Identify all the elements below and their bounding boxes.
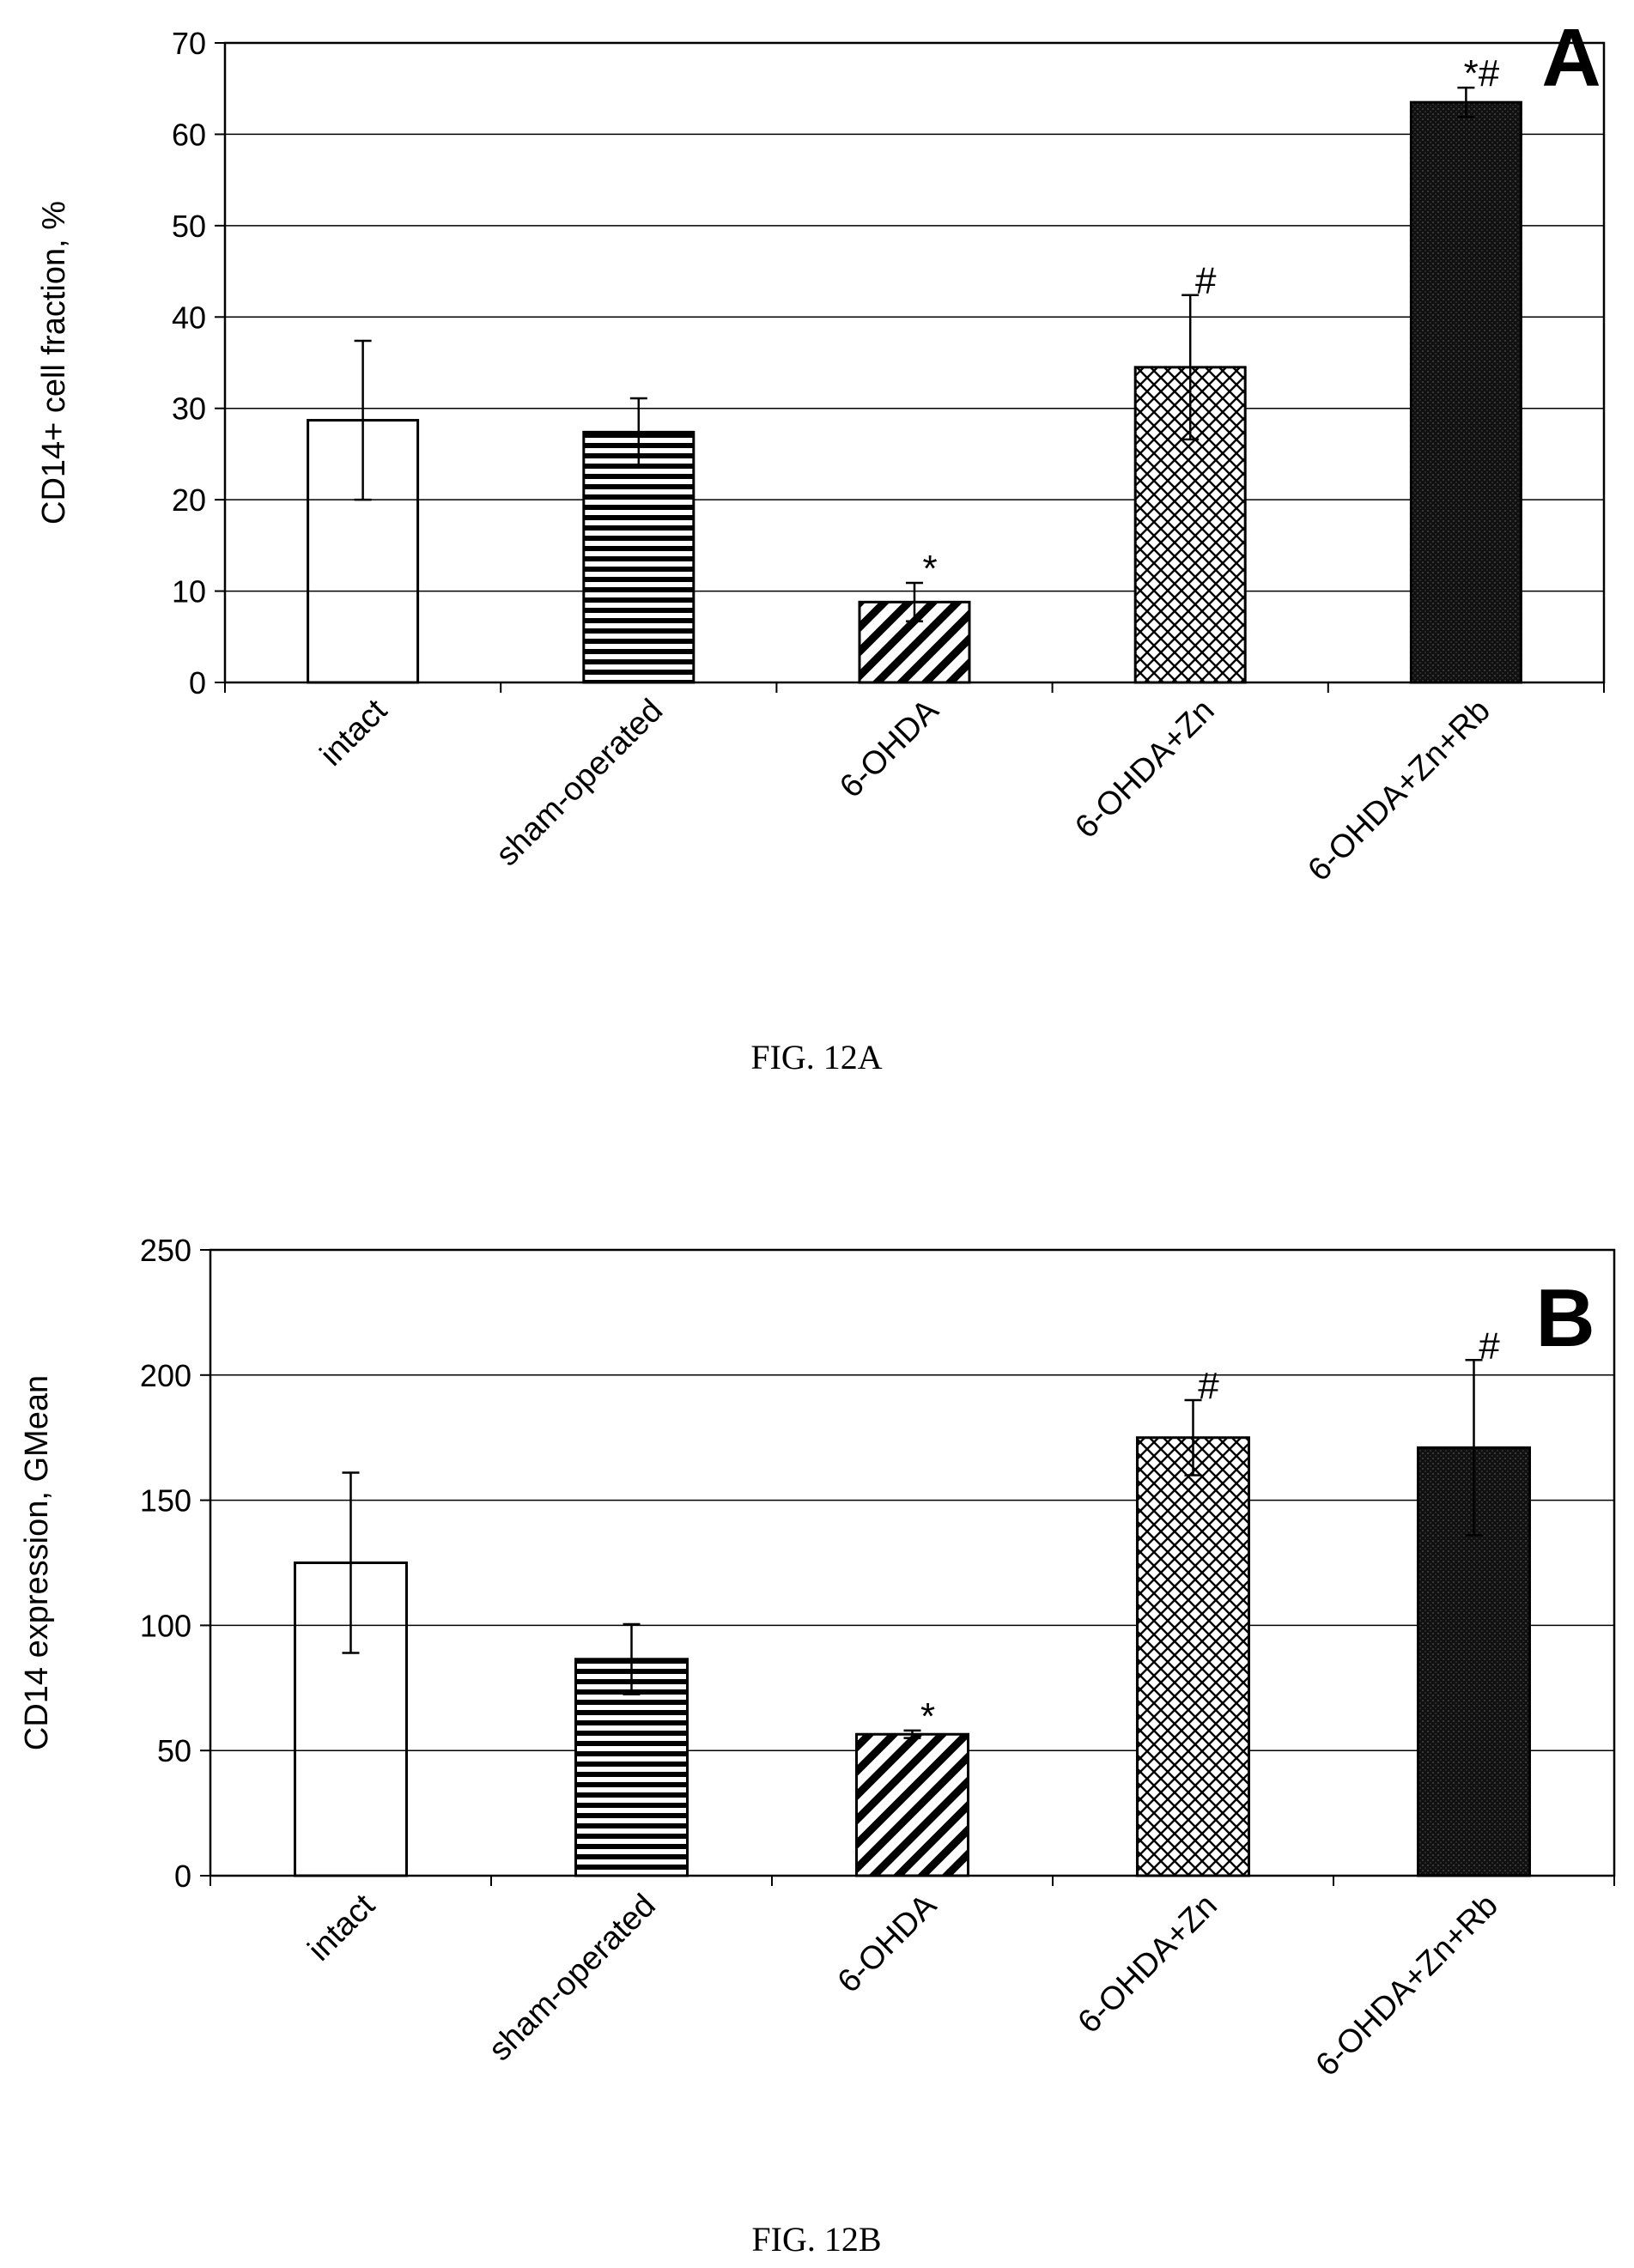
significance-annotation: #	[1479, 1325, 1500, 1367]
y-tick-label: 60	[172, 117, 206, 152]
y-tick-label: 0	[174, 1859, 191, 1894]
x-category-label: 6-OHDA	[833, 692, 946, 805]
y-axis-title-b: CD14 expression, GMean	[19, 1375, 55, 1750]
x-category-label: sham-operated	[489, 693, 670, 873]
y-tick-label: 20	[172, 482, 206, 518]
significance-annotation: #	[1195, 260, 1217, 302]
x-category-label: 6-OHDA+Zn+Rb	[1309, 1888, 1505, 2083]
x-category-label: intact	[313, 692, 394, 773]
x-category-label: intact	[301, 1887, 382, 1968]
figure-caption-a: FIG. 12A	[750, 1038, 882, 1076]
y-tick-label: 10	[172, 574, 206, 609]
figure-caption-b: FIG. 12B	[751, 2220, 881, 2259]
x-category-label: 6-OHDA+Zn	[1072, 1888, 1224, 2041]
chart-panel-a: 0 10 20 30 40 50 60 70 intact sham-operated * 6-OHD…	[36, 12, 1606, 1076]
bar-sham-operated	[582, 430, 696, 684]
y-tick-label: 150	[140, 1483, 191, 1519]
x-category-label: 6-OHDA	[831, 1887, 945, 2000]
bar-6-ohda-zn	[1136, 1436, 1250, 1877]
y-tick-label: 50	[172, 209, 206, 244]
bar-6-ohda-zn-rb	[1409, 100, 1522, 684]
y-tick-label: 70	[172, 26, 206, 61]
significance-annotation: *#	[1464, 52, 1500, 94]
y-tick-label: 50	[157, 1733, 191, 1768]
significance-annotation: *	[920, 1695, 935, 1737]
x-category-label: sham-operated	[482, 1888, 662, 2068]
significance-annotation: #	[1198, 1365, 1219, 1407]
y-axis-title-a: CD14+ cell fraction, %	[36, 201, 72, 525]
chart-panel-b: 0 50 100 150 200 250 intact sham-operated * 6-OHD…	[19, 1233, 1616, 2259]
y-tick-label: 200	[140, 1358, 191, 1393]
y-tick-label: 0	[189, 665, 206, 700]
bar-6-ohda	[855, 1732, 969, 1877]
panel-letter-a: A	[1541, 12, 1601, 104]
y-tick-label: 40	[172, 300, 206, 335]
y-tick-label: 30	[172, 391, 206, 427]
y-tick-label: 100	[140, 1608, 191, 1643]
x-category-label: 6-OHDA+Zn+Rb	[1301, 693, 1497, 888]
y-tick-label: 250	[140, 1233, 191, 1268]
panel-letter-b: B	[1535, 1272, 1595, 1364]
x-category-label: 6-OHDA+Zn	[1068, 693, 1221, 846]
significance-annotation: *	[922, 548, 937, 590]
